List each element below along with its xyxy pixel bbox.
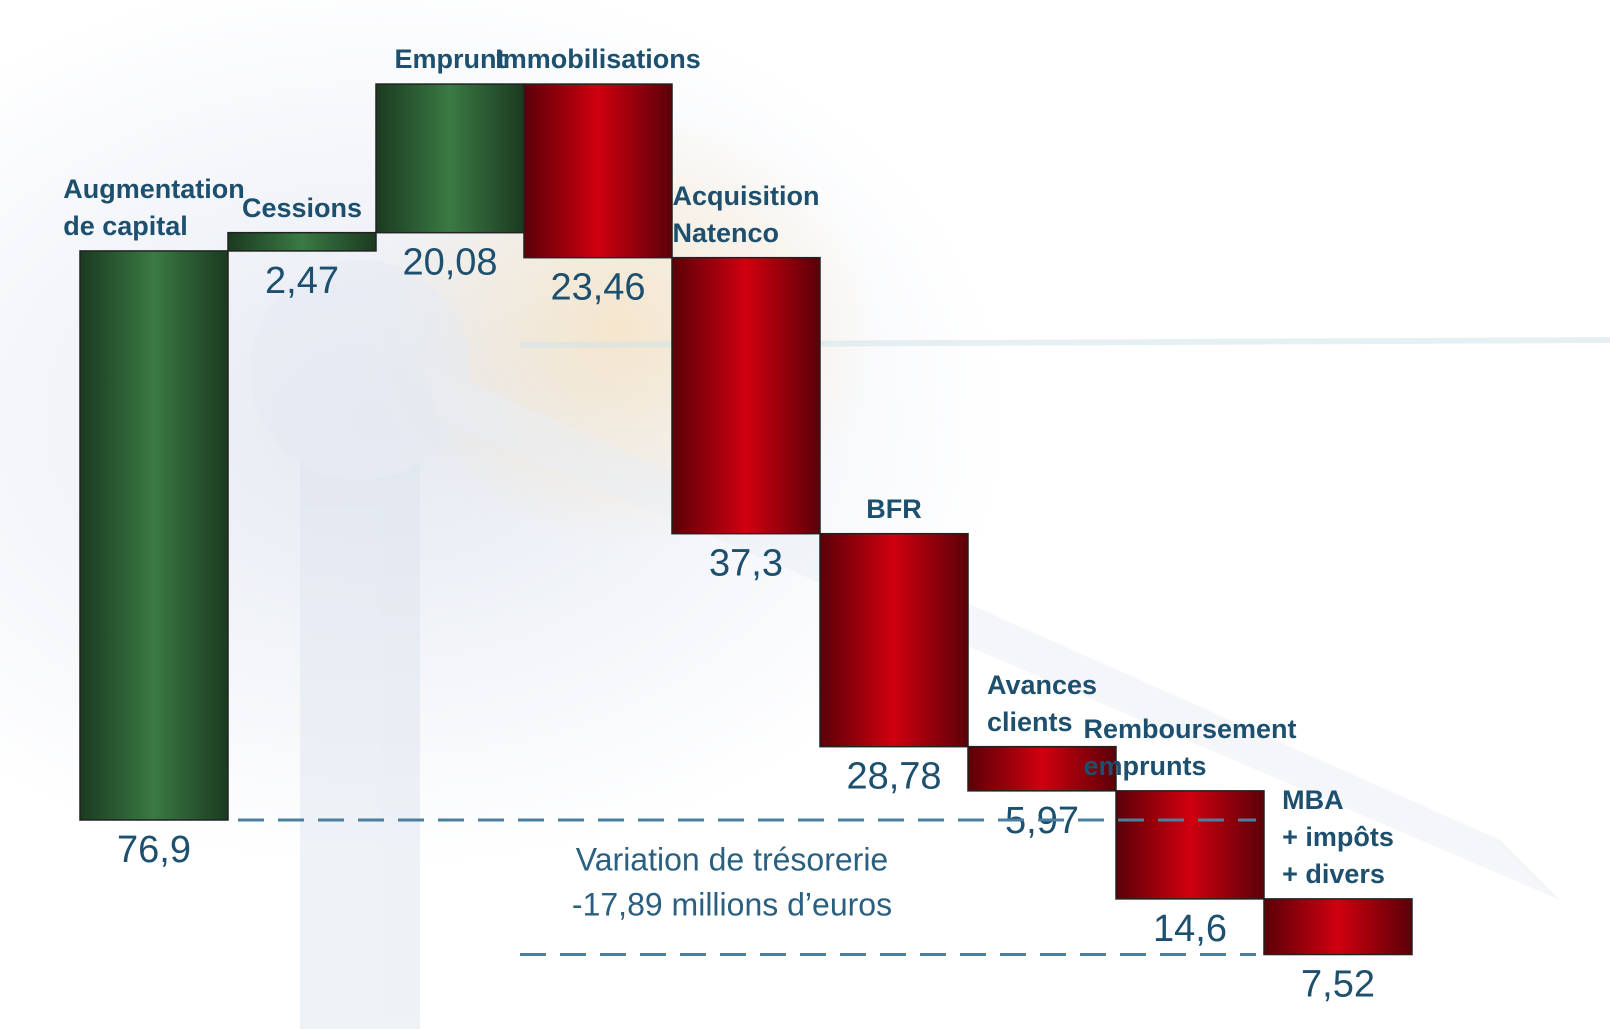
bar xyxy=(1264,899,1412,955)
category-label: Augmentation de capital xyxy=(63,171,245,245)
category-label: Remboursement emprunts xyxy=(1083,711,1296,785)
bar xyxy=(376,84,524,233)
bar xyxy=(80,251,228,820)
annotation: Variation de trésorerie xyxy=(576,841,888,877)
bar xyxy=(524,84,672,258)
bar xyxy=(672,258,820,534)
annotation: -17,89 millions d’euros xyxy=(572,886,892,922)
bar xyxy=(820,534,968,747)
category-label: MBA + impôts + divers xyxy=(1282,782,1394,893)
category-label: Acquisition Natenco xyxy=(673,178,820,252)
value-label: 37,3 xyxy=(709,543,783,585)
chart: Variation de trésorerie -17,89 millions … xyxy=(0,0,1610,1029)
category-label: BFR xyxy=(866,491,922,528)
category-label: Immobilisations xyxy=(495,41,701,78)
bar xyxy=(1116,791,1264,899)
value-label: 28,78 xyxy=(846,756,941,798)
category-label: Emprunt xyxy=(395,41,506,78)
value-label: 14,6 xyxy=(1153,908,1227,950)
value-label: 7,52 xyxy=(1301,964,1375,1006)
value-label: 20,08 xyxy=(402,242,497,284)
category-label: Avances clients xyxy=(987,667,1097,741)
bar xyxy=(228,233,376,251)
value-label: 2,47 xyxy=(265,260,339,302)
category-label: Cessions xyxy=(242,190,362,227)
value-label: 23,46 xyxy=(550,267,645,309)
value-label: 76,9 xyxy=(117,829,191,871)
